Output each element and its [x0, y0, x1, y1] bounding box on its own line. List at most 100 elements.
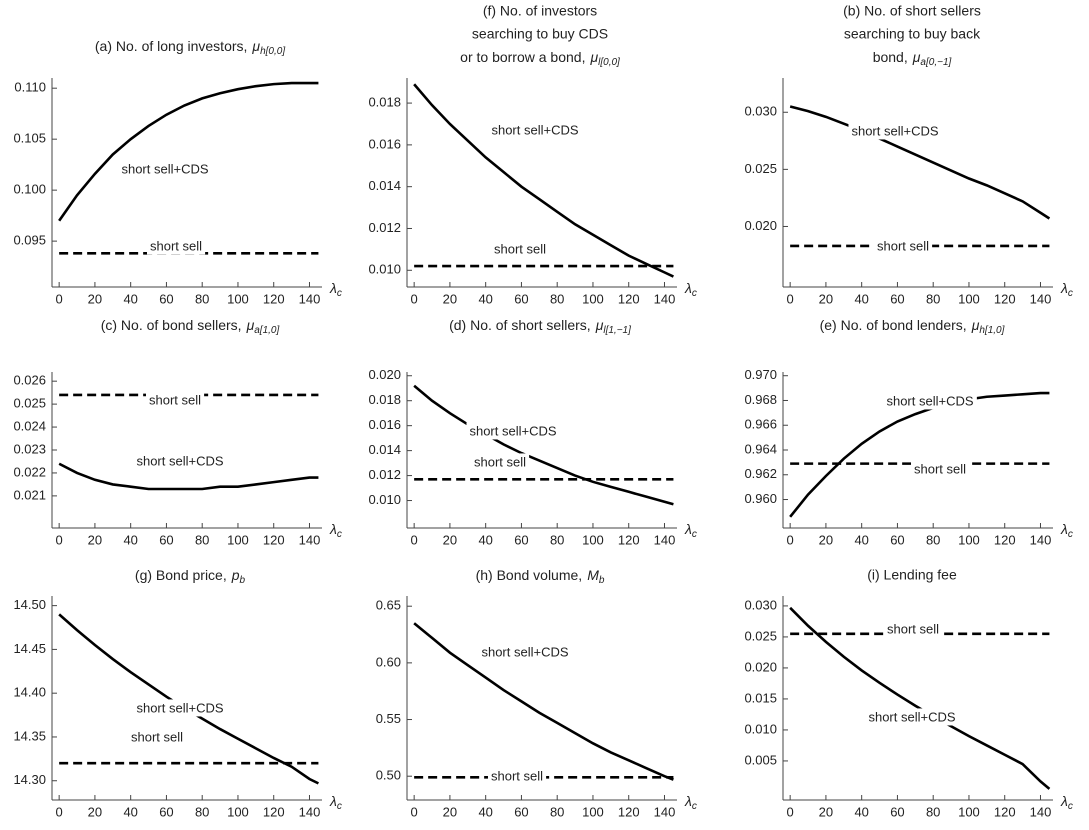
- x-tick-label: 120: [618, 804, 640, 819]
- x-tick-label: 120: [994, 804, 1016, 819]
- panel-title: bond, μa[0,−1]: [873, 49, 952, 68]
- x-tick-label: 80: [926, 291, 940, 306]
- x-tick-label: 40: [123, 804, 137, 819]
- panel-title: (e) No. of bond lenders, μh[1,0]: [820, 317, 1005, 336]
- x-label-symbol: λ: [329, 521, 337, 537]
- x-tick-label: 120: [618, 291, 640, 306]
- title-symbol: M: [587, 567, 599, 583]
- x-tick-label: 0: [787, 532, 794, 547]
- x-axis-label: λc: [329, 521, 342, 540]
- label-background: [118, 160, 212, 178]
- x-axis-label: λc: [329, 793, 342, 812]
- y-tick-label: 0.016: [368, 417, 401, 432]
- x-tick-label: 20: [819, 804, 833, 819]
- y-tick-label: 0.970: [744, 367, 777, 382]
- y-tick-label: 0.021: [13, 487, 46, 502]
- y-tick-label: 0.010: [368, 492, 401, 507]
- x-tick-label: 80: [550, 291, 564, 306]
- x-tick-label: 100: [582, 291, 604, 306]
- x-tick-label: 80: [926, 532, 940, 547]
- label-background: [145, 391, 205, 409]
- y-tick-label: 0.012: [368, 467, 401, 482]
- x-label-symbol: λ: [1060, 793, 1068, 809]
- label-background: [470, 453, 530, 471]
- y-tick-label: 0.025: [13, 396, 46, 411]
- x-tick-label: 140: [299, 291, 321, 306]
- title-symbol: μ: [595, 317, 604, 333]
- y-tick-label: 0.020: [744, 659, 777, 674]
- series-line: [58, 613, 319, 785]
- y-tick-label: 0.960: [744, 491, 777, 506]
- x-tick-label: 80: [550, 804, 564, 819]
- series-line: [413, 384, 674, 506]
- y-tick-label: 0.024: [13, 418, 46, 433]
- x-axis-label: λc: [1060, 280, 1073, 299]
- y-tick-label: 0.964: [744, 441, 777, 456]
- label-background: [910, 460, 970, 478]
- label-background: [848, 122, 942, 140]
- panel-title: searching to buy CDS: [472, 26, 608, 42]
- label-background: [487, 767, 547, 785]
- panel-title: (b) No. of short sellers: [843, 3, 981, 19]
- x-tick-label: 80: [926, 804, 940, 819]
- x-tick-label: 100: [958, 291, 980, 306]
- y-tick-label: 0.025: [744, 628, 777, 643]
- x-tick-label: 100: [227, 804, 249, 819]
- y-tick-label: 0.018: [368, 392, 401, 407]
- x-tick-label: 140: [1030, 532, 1052, 547]
- series-line: [58, 81, 319, 222]
- y-tick-label: 0.020: [368, 367, 401, 382]
- x-tick-label: 0: [411, 804, 418, 819]
- series-label: short sell+CDS: [469, 423, 556, 438]
- title-subscript: h[0,0]: [260, 46, 285, 57]
- y-tick-label: 0.005: [744, 752, 777, 767]
- series-label: short sell: [149, 392, 201, 407]
- label-background: [146, 237, 206, 255]
- x-tick-label: 20: [88, 291, 102, 306]
- x-label-subscript: c: [1068, 529, 1073, 540]
- x-tick-label: 60: [159, 291, 173, 306]
- panel-title: (d) No. of short sellers, μl[1,−1]: [449, 317, 631, 336]
- series-line: [789, 105, 1051, 220]
- y-tick-label: 0.966: [744, 417, 777, 432]
- series-label: short sell+CDS: [136, 700, 223, 715]
- x-tick-label: 20: [443, 804, 457, 819]
- x-tick-label: 40: [478, 291, 492, 306]
- series-line: [789, 391, 1050, 518]
- title-subscript: b: [599, 575, 605, 586]
- series-label: short sell: [494, 241, 546, 256]
- x-tick-label: 0: [56, 291, 63, 306]
- x-label-subscript: c: [337, 529, 342, 540]
- x-label-symbol: λ: [684, 521, 692, 537]
- x-tick-label: 60: [890, 532, 904, 547]
- title-symbol: p: [231, 567, 240, 583]
- y-tick-label: 0.014: [368, 442, 401, 457]
- y-tick-label: 14.40: [13, 685, 46, 700]
- y-tick-label: 0.012: [368, 220, 401, 235]
- title-text: (c) No. of bond sellers,: [101, 317, 242, 333]
- series-label: short sell+CDS: [886, 393, 973, 408]
- x-tick-label: 140: [1030, 291, 1052, 306]
- x-tick-label: 40: [478, 532, 492, 547]
- x-tick-label: 20: [819, 291, 833, 306]
- panel-title: searching to buy back: [844, 26, 981, 42]
- x-tick-label: 60: [890, 804, 904, 819]
- series-label: short sell+CDS: [851, 123, 938, 138]
- y-tick-label: 0.110: [14, 80, 46, 95]
- series-line: [413, 83, 674, 278]
- x-tick-label: 100: [958, 804, 980, 819]
- series-label: short sell: [877, 238, 929, 253]
- y-tick-label: 0.60: [376, 654, 401, 669]
- panel-title: (a) No. of long investors, μh[0,0]: [95, 38, 285, 57]
- x-tick-label: 120: [994, 532, 1016, 547]
- x-tick-label: 40: [854, 291, 868, 306]
- label-background: [865, 708, 959, 726]
- series-label: short sell+CDS: [136, 453, 223, 468]
- label-background: [478, 643, 572, 661]
- series-label: short sell+CDS: [868, 709, 955, 724]
- y-tick-label: 0.100: [13, 182, 46, 197]
- x-tick-label: 80: [195, 532, 209, 547]
- panel-title: (i) Lending fee: [867, 567, 957, 583]
- y-tick-label: 0.016: [368, 136, 401, 151]
